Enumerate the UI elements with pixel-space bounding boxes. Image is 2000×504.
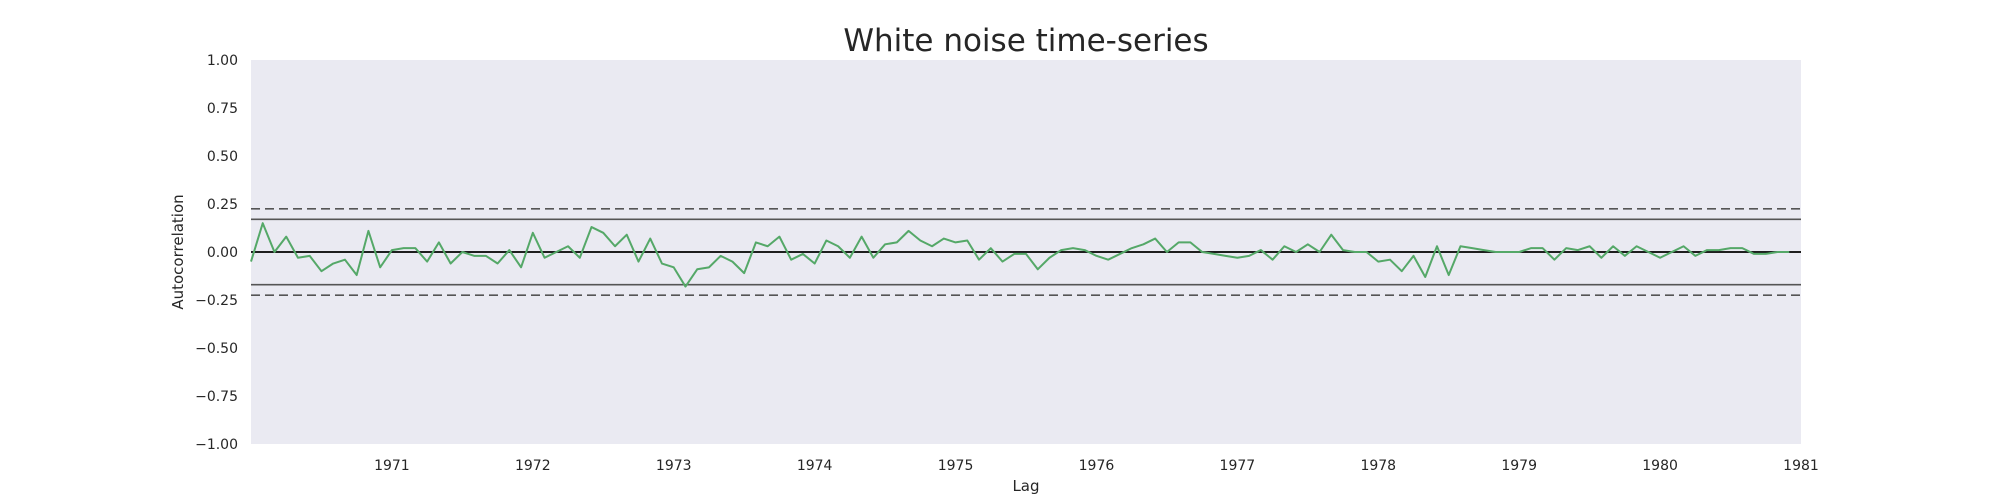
x-tick-labels: 1971 1972 1973 1974 1975 1976 1977 1978 1979 1980… [374, 458, 1819, 474]
x-tick-label: 1974 [797, 458, 833, 474]
x-tick-label: 1976 [1079, 458, 1115, 474]
y-tick-label: −1.00 [195, 437, 238, 453]
y-tick-label: −0.25 [195, 293, 238, 309]
y-tick-label: 0.00 [207, 245, 238, 261]
y-tick-label: −0.75 [195, 389, 238, 405]
y-tick-label: 0.25 [207, 197, 238, 213]
y-axis-label: Autocorrelation [169, 194, 187, 309]
x-tick-label: 1973 [656, 458, 692, 474]
x-tick-label: 1977 [1220, 458, 1256, 474]
x-tick-label: 1981 [1783, 458, 1819, 474]
y-tick-label: 1.00 [207, 53, 238, 69]
x-tick-label: 1979 [1501, 458, 1537, 474]
x-tick-label: 1978 [1360, 458, 1396, 474]
y-tick-label: −0.50 [195, 341, 238, 357]
series-layer [250, 222, 1790, 288]
reference-lines [251, 208, 1801, 297]
x-tick-label: 1971 [374, 458, 410, 474]
y-tick-label: 0.50 [207, 149, 238, 165]
y-tick-labels: 1.00 0.75 0.50 0.25 0.00 −0.25 −0.50 −0.75 −1.00 [195, 53, 238, 453]
x-tick-label: 1980 [1642, 458, 1678, 474]
x-tick-label: 1975 [938, 458, 974, 474]
series-line-0 [250, 222, 1790, 288]
x-axis-label: Lag [1012, 477, 1039, 495]
y-tick-label: 0.75 [207, 101, 238, 117]
chart-title: White noise time-series [843, 23, 1208, 59]
x-tick-label: 1972 [515, 458, 551, 474]
